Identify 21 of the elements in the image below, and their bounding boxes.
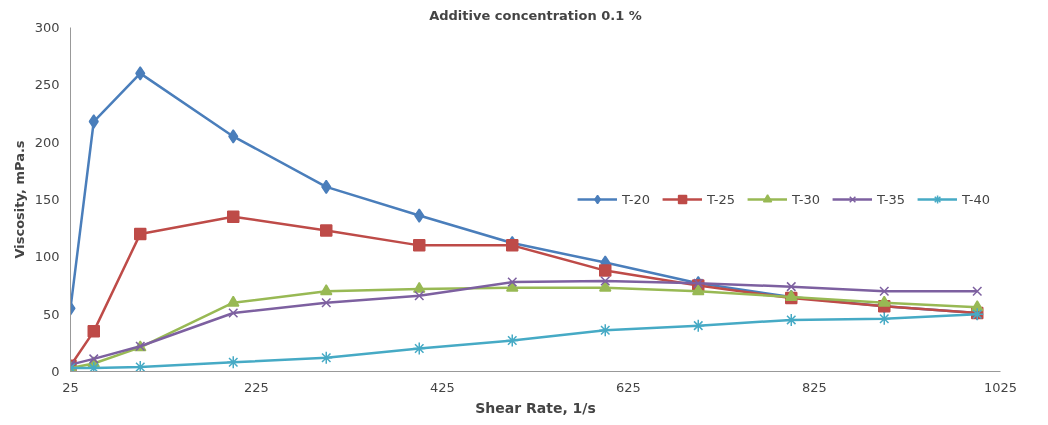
y-axis-title: Viscosity, mPa.s (11, 140, 27, 259)
legend-label: T-40 (962, 191, 990, 207)
x-tick-label: 25 (62, 379, 79, 395)
x-tick-label: 225 (244, 379, 269, 395)
x-tick-label: 825 (802, 379, 827, 395)
y-tick-label: 250 (34, 77, 60, 93)
y-tick-label: 300 (34, 20, 60, 35)
legend-label: T-20 (622, 191, 651, 207)
x-tick-label: 1025 (983, 379, 1018, 395)
legend-label: T-35 (877, 191, 906, 207)
legend-label: T-25 (707, 191, 736, 207)
chart-title: Additive concentration 0.1 % (429, 7, 642, 23)
y-tick-label: 150 (34, 192, 60, 207)
y-tick-label: 50 (42, 306, 60, 322)
y-tick-label: 100 (34, 249, 60, 265)
x-tick-label: 425 (430, 379, 455, 395)
y-tick-label: 200 (34, 134, 60, 150)
y-tick-label: 0 (51, 364, 60, 379)
legend-label: T-30 (792, 191, 821, 207)
x-tick-label: 625 (616, 379, 641, 395)
x-axis-title: Shear Rate, 1/s (475, 399, 596, 416)
